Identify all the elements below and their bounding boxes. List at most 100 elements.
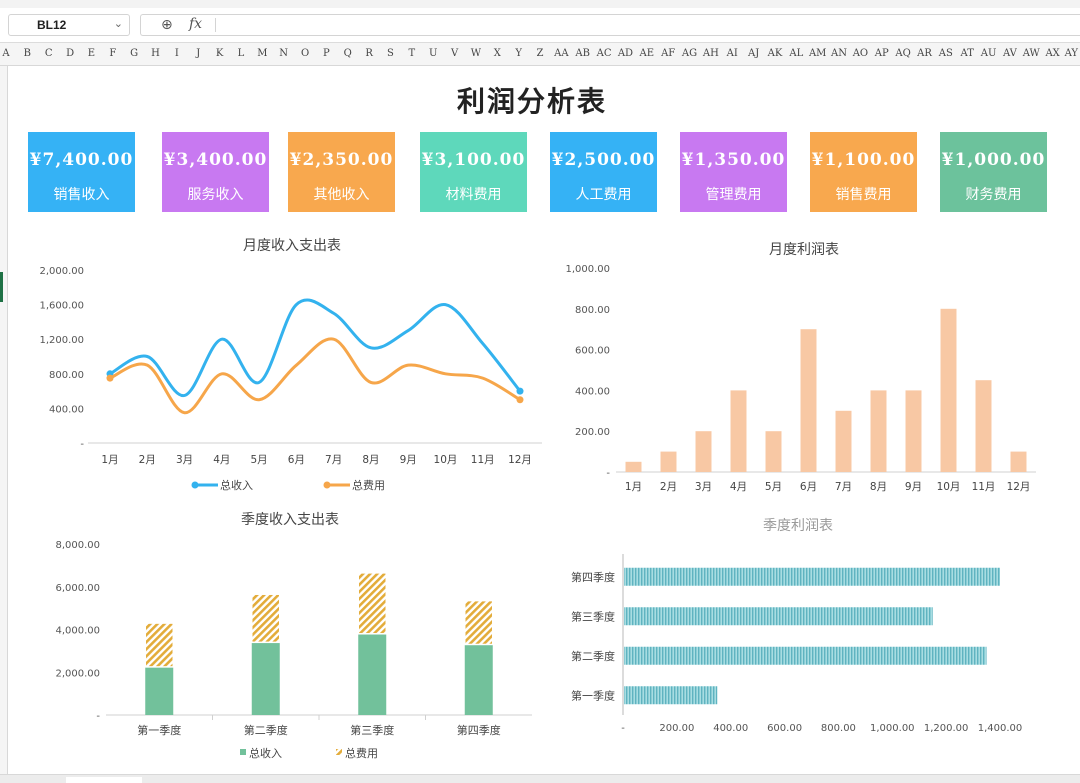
bar[interactable] <box>695 431 712 472</box>
column-label[interactable]: AI <box>726 48 738 59</box>
column-label[interactable]: M <box>257 48 268 59</box>
column-label[interactable]: AR <box>917 48 932 59</box>
series-line[interactable] <box>109 337 521 415</box>
column-label[interactable]: J <box>196 48 201 59</box>
column-label[interactable]: Q <box>343 48 352 59</box>
bar[interactable] <box>1010 451 1027 472</box>
column-label[interactable]: AJ <box>747 48 760 59</box>
column-label[interactable]: AV <box>1002 48 1017 59</box>
series-marker[interactable] <box>516 387 524 395</box>
series-line[interactable] <box>109 298 522 397</box>
stacked-bar-segment[interactable] <box>145 666 174 715</box>
column-label[interactable]: W <box>470 48 482 59</box>
legend-item[interactable]: 总收入 <box>191 478 254 492</box>
bar[interactable] <box>625 461 642 472</box>
bar[interactable] <box>765 431 782 472</box>
column-label[interactable]: AO <box>852 48 869 59</box>
column-label[interactable]: AU <box>980 48 997 59</box>
kpi-amount: ¥3,400.00 <box>163 150 268 170</box>
column-label[interactable]: U <box>428 48 438 59</box>
column-label[interactable]: AQ <box>895 48 911 59</box>
chart-title: 月度利润表 <box>769 242 839 258</box>
column-label[interactable]: Y <box>515 48 522 59</box>
column-label[interactable]: K <box>215 48 224 59</box>
column-label[interactable]: AS <box>938 48 953 59</box>
bar[interactable] <box>800 329 817 472</box>
quarterly-income-expense-chart[interactable]: 季度收入支出表 8,000.00 6,000.00 4,000.00 2,000.00 -… <box>20 505 560 770</box>
column-label[interactable]: A <box>2 48 10 59</box>
column-label[interactable]: E <box>87 48 96 59</box>
column-label[interactable]: S <box>387 48 394 59</box>
legend-swatch <box>336 749 342 755</box>
stacked-bar-segment[interactable] <box>464 599 494 646</box>
column-label[interactable]: AK <box>767 48 783 59</box>
legend-item[interactable]: 总费用 <box>336 746 378 760</box>
bar[interactable] <box>940 308 957 472</box>
column-label[interactable]: AA <box>554 48 569 59</box>
column-label[interactable]: AN <box>831 48 848 59</box>
column-label[interactable]: AX <box>1045 48 1060 59</box>
bar[interactable] <box>624 646 987 665</box>
bar[interactable] <box>624 607 933 626</box>
y-tick-label: 4,000.00 <box>55 626 100 637</box>
name-box[interactable]: BL12 ⌄ <box>8 14 130 36</box>
monthly-income-expense-chart[interactable]: 月度收入支出表 2,000.00 1,600.00 1,200.00 800.00 400… <box>20 230 560 500</box>
x-tick-label: 3月 <box>176 454 193 466</box>
column-label[interactable]: AT <box>960 48 974 59</box>
column-label[interactable]: AM <box>808 48 827 59</box>
column-label[interactable]: C <box>44 48 53 59</box>
column-label[interactable]: N <box>279 48 289 59</box>
zoom-icon[interactable]: ⊕ <box>161 16 173 32</box>
stacked-bar-segment[interactable] <box>358 633 387 715</box>
monthly-profit-chart[interactable]: 月度利润表 1,000.00 800.00 600.00 400.00 200.00 - 1月… <box>560 230 1060 500</box>
series-marker[interactable] <box>106 374 114 382</box>
sheet-tab[interactable] <box>66 777 142 783</box>
quarterly-profit-chart[interactable]: 季度利润表 - 200.00 400.00 600.00 800.00 1,000.00 1,… <box>560 505 1060 770</box>
stacked-bar-segment[interactable] <box>357 572 387 635</box>
stacked-bar-segment[interactable] <box>251 593 281 644</box>
bar[interactable] <box>975 380 992 472</box>
column-label[interactable]: B <box>23 48 32 59</box>
stacked-bar-segment[interactable] <box>251 642 280 715</box>
column-label[interactable]: L <box>237 48 245 59</box>
column-label[interactable]: P <box>323 48 330 59</box>
legend-item[interactable]: 总费用 <box>323 478 386 492</box>
column-label[interactable]: V <box>450 48 459 59</box>
column-label[interactable]: AH <box>702 48 719 59</box>
column-label[interactable]: AL <box>789 48 804 59</box>
legend-label: 总费用 <box>345 746 378 760</box>
column-label[interactable]: I <box>174 48 179 59</box>
column-label[interactable]: AP <box>874 48 889 59</box>
column-label[interactable]: D <box>66 48 75 59</box>
column-label[interactable]: F <box>109 48 117 59</box>
column-label[interactable]: AC <box>596 48 612 59</box>
column-label[interactable]: AW <box>1022 48 1040 59</box>
bar[interactable] <box>624 686 718 705</box>
bar[interactable] <box>660 451 677 472</box>
column-label[interactable]: T <box>408 48 416 59</box>
column-label[interactable]: AE <box>639 48 655 59</box>
column-label[interactable]: X <box>493 48 501 59</box>
column-label[interactable]: Z <box>536 48 544 59</box>
column-label[interactable]: R <box>365 48 373 59</box>
series-marker[interactable] <box>516 396 524 404</box>
column-label[interactable]: AY <box>1064 48 1078 59</box>
column-label[interactable]: O <box>300 48 310 59</box>
column-label[interactable]: AG <box>681 48 698 59</box>
legend-item[interactable]: 总收入 <box>240 746 282 760</box>
bar[interactable] <box>905 390 922 472</box>
bar[interactable] <box>624 567 1000 586</box>
column-label[interactable]: AF <box>661 48 676 59</box>
stacked-bar-segment[interactable] <box>464 644 493 715</box>
fx-icon[interactable]: fx <box>189 16 203 32</box>
stacked-bar-segment[interactable] <box>144 622 174 668</box>
bar[interactable] <box>835 410 852 472</box>
column-label[interactable]: AD <box>617 48 634 59</box>
bar[interactable] <box>730 390 747 472</box>
column-label[interactable]: G <box>130 48 139 59</box>
bar[interactable] <box>870 390 887 472</box>
chevron-down-icon[interactable]: ⌄ <box>113 18 123 30</box>
formula-input[interactable]: ⊕ fx <box>140 14 1080 36</box>
column-label[interactable]: H <box>151 48 160 59</box>
column-label[interactable]: AB <box>575 48 590 59</box>
